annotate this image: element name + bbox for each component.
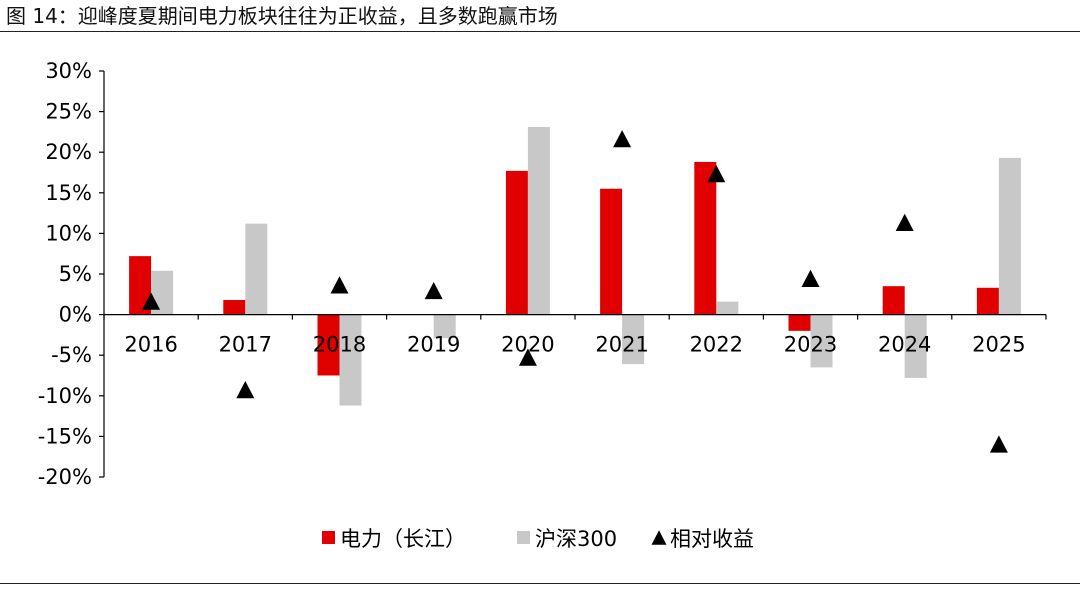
bar-power-2017 (223, 299, 246, 315)
bar-power-2016 (129, 256, 152, 315)
y-tick-label: -20% (38, 465, 92, 489)
y-tick-label: 0% (59, 303, 92, 327)
x-tick-label: 2016 (124, 333, 177, 357)
bar-csi300-2025 (998, 157, 1021, 315)
figure-title: 图 14：迎峰度夏期间电力板块往往为正收益，且多数跑赢市场 (6, 4, 558, 28)
plot-area: 30% 25% 20% 15% 10% 5% 0% -5% -10% -15% -20% 2016 20… (38, 59, 1047, 489)
y-tick-label: 10% (45, 221, 92, 245)
bar-power-2025 (976, 287, 999, 315)
top-rule (0, 31, 1080, 32)
bar-csi300-2017 (245, 223, 268, 315)
bar-csi300-2020 (527, 127, 550, 315)
y-tick-label: 5% (59, 262, 92, 286)
bar-power-2018 (317, 314, 340, 376)
bar-csi300-2022 (716, 301, 739, 315)
marker-relative-2019 (424, 281, 443, 300)
x-tick-label: 2018 (313, 333, 366, 357)
bar-power-2024 (882, 286, 905, 315)
marker-relative-2022 (707, 165, 726, 183)
y-tick-label: -10% (38, 384, 92, 408)
y-tick-label: 25% (45, 100, 92, 124)
y-tick-label: -5% (51, 343, 92, 367)
bar-csi300-2018 (339, 314, 362, 406)
x-tick-label: 2022 (690, 333, 743, 357)
y-tick-label: 20% (45, 140, 92, 164)
x-tick-label: 2023 (784, 333, 837, 357)
bar-csi300-2024 (904, 314, 927, 378)
bar-power-2022 (694, 161, 717, 315)
marker-relative-2017 (236, 381, 255, 399)
bar-power-2020 (505, 170, 528, 315)
bar-csi300-2019 (433, 314, 456, 339)
marker-relative-2018 (330, 276, 349, 294)
x-tick-label: 2017 (219, 333, 272, 357)
legend-label: 相对收益 (670, 527, 754, 551)
marker-relative-2025 (989, 435, 1008, 453)
y-tick-label: 30% (45, 59, 92, 83)
x-tick-label: 2021 (595, 333, 648, 357)
x-tick-label: 2019 (407, 333, 460, 357)
bar-power-2021 (600, 188, 623, 315)
marker-relative-2024 (895, 213, 914, 231)
legend: 电力（长江） 沪深300 相对收益 (322, 527, 754, 551)
marker-relative-2020 (518, 348, 537, 366)
legend-label: 电力（长江） (340, 527, 466, 551)
bar-csi300-2021 (622, 314, 645, 365)
legend-swatch (517, 531, 530, 544)
legend-swatch (322, 531, 335, 544)
marker-relative-2023 (801, 269, 820, 287)
legend-label: 沪深300 (535, 527, 617, 551)
y-tick-label: -15% (38, 424, 92, 448)
marker-relative-2021 (613, 130, 632, 148)
bar-csi300-2023 (810, 314, 833, 368)
bottom-rule (0, 583, 1080, 584)
marker-relative-2016 (142, 292, 161, 310)
bar-power-2023 (788, 314, 811, 331)
legend-marker (651, 530, 667, 545)
x-tick-label: 2025 (972, 333, 1025, 357)
y-tick-label: 15% (45, 181, 92, 205)
x-tick-label: 2024 (878, 333, 931, 357)
